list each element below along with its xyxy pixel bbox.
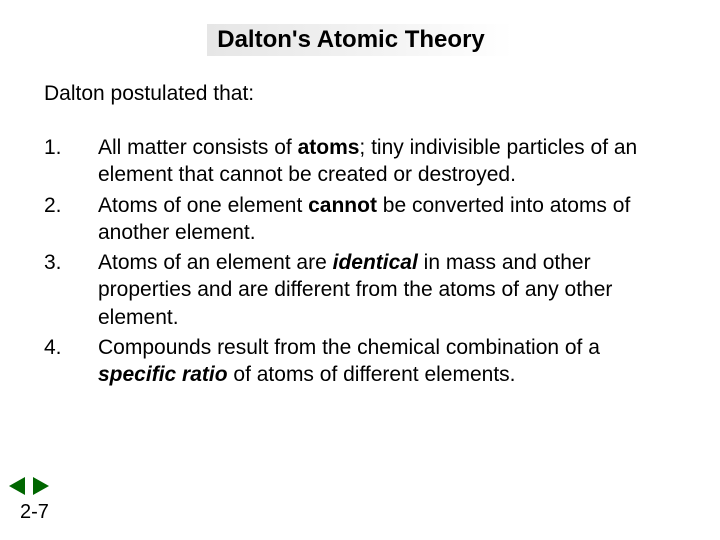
title-background: Dalton's Atomic Theory — [207, 24, 513, 56]
list-item: 2. Atoms of one element cannot be conver… — [44, 192, 676, 247]
slide: Dalton's Atomic Theory Dalton postulated… — [0, 0, 720, 540]
list-text: Atoms of an element are identical in mas… — [98, 249, 676, 331]
intro-text: Dalton postulated that: — [44, 82, 676, 106]
list-number: 3. — [44, 249, 98, 331]
next-button[interactable] — [30, 476, 52, 496]
postulate-list: 1. All matter consists of atoms; tiny in… — [44, 134, 676, 389]
nav-arrows — [6, 476, 52, 496]
list-item: 1. All matter consists of atoms; tiny in… — [44, 134, 676, 189]
page-number: 2-7 — [20, 501, 49, 524]
list-item: 3. Atoms of an element are identical in … — [44, 249, 676, 331]
list-text: All matter consists of atoms; tiny indiv… — [98, 134, 676, 189]
list-item: 4. Compounds result from the chemical co… — [44, 334, 676, 389]
title-container: Dalton's Atomic Theory — [44, 24, 676, 56]
list-number: 1. — [44, 134, 98, 189]
list-text: Compounds result from the chemical combi… — [98, 334, 676, 389]
arrow-right-icon — [33, 477, 49, 495]
slide-title: Dalton's Atomic Theory — [217, 26, 485, 54]
list-text: Atoms of one element cannot be converted… — [98, 192, 676, 247]
arrow-left-icon — [9, 477, 25, 495]
list-number: 4. — [44, 334, 98, 389]
list-number: 2. — [44, 192, 98, 247]
prev-button[interactable] — [6, 476, 28, 496]
